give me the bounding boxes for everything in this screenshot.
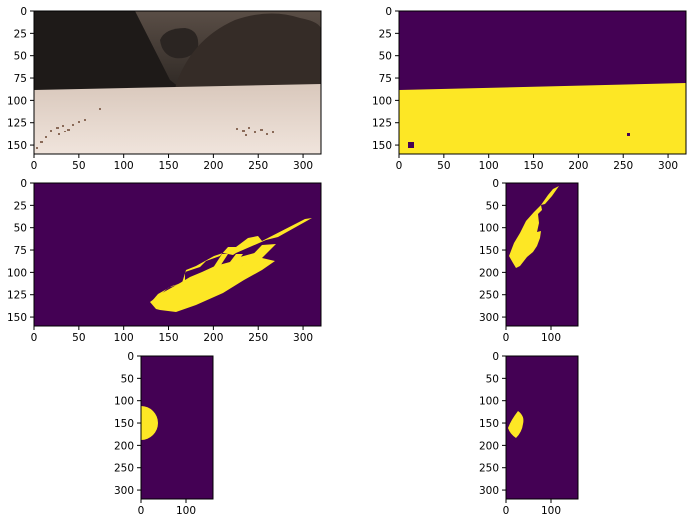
ground-speckles-left: [36, 108, 101, 149]
y-tick-label: 0: [127, 351, 134, 363]
x-tick-label: 300: [293, 332, 313, 344]
x-tick-label: 100: [541, 332, 561, 344]
x-tick-label: 300: [658, 160, 678, 172]
panel-frame: [140, 355, 214, 500]
y-tick-label: 300: [114, 485, 134, 497]
y-tick-label: 250: [479, 290, 499, 302]
panel-frame: [33, 10, 322, 155]
obstacle-blob: [408, 142, 414, 148]
y-tick-label: 200: [114, 440, 134, 452]
y-tick-label: 100: [7, 267, 27, 279]
y-tick-label: 200: [479, 440, 499, 452]
y-tick-label: 75: [379, 73, 392, 85]
warped-stripe: [211, 254, 228, 271]
ground-speckles-right: [236, 127, 274, 136]
y-tick-label: 250: [114, 463, 134, 475]
y-tick-label: 100: [479, 396, 499, 408]
y-tick-label: 200: [479, 267, 499, 279]
x-tick-label: 250: [248, 332, 268, 344]
camera-image-panel: [33, 10, 322, 155]
y-tick-label: 0: [20, 178, 27, 190]
center-boulder: [160, 28, 199, 59]
y-tick-label: 25: [14, 28, 27, 40]
x-tick-label: 300: [293, 160, 313, 172]
warped-navigable-region: [152, 218, 312, 301]
x-tick-label: 0: [31, 332, 38, 344]
x-tick-label: 200: [203, 160, 223, 172]
rover-coords-panel: [505, 182, 579, 327]
x-tick-label: 100: [114, 332, 134, 344]
y-tick-label: 100: [372, 95, 392, 107]
x-tick-label: 50: [72, 332, 85, 344]
half-disc-region: [508, 411, 524, 438]
x-tick-label: 100: [541, 505, 561, 517]
y-tick-label: 100: [479, 223, 499, 235]
y-tick-label: 75: [14, 245, 27, 257]
y-tick-label: 75: [14, 73, 27, 85]
y-tick-label: 250: [479, 463, 499, 475]
y-tick-label: 300: [479, 312, 499, 324]
x-tick-label: 0: [503, 505, 510, 517]
y-tick-label: 150: [7, 140, 27, 152]
x-tick-label: 100: [114, 160, 134, 172]
x-tick-label: 0: [31, 160, 38, 172]
panel-frame: [398, 10, 687, 155]
y-tick-label: 150: [7, 312, 27, 324]
y-tick-label: 125: [372, 118, 392, 130]
y-tick-label: 150: [114, 418, 134, 430]
y-tick-label: 50: [14, 223, 27, 235]
y-tick-label: 50: [14, 51, 27, 63]
y-tick-label: 0: [492, 178, 499, 190]
obstacle-blob: [627, 133, 630, 136]
y-tick-label: 125: [7, 118, 27, 130]
y-tick-label: 150: [479, 245, 499, 257]
y-tick-label: 300: [479, 485, 499, 497]
y-tick-label: 0: [20, 6, 27, 18]
x-tick-label: 0: [503, 332, 510, 344]
half-disc-b-panel: [505, 355, 579, 500]
warped-stripe: [224, 254, 243, 270]
half-disc-region: [141, 406, 158, 440]
panel-frame: [505, 355, 579, 500]
y-tick-label: 100: [7, 95, 27, 107]
y-tick-label: 125: [7, 290, 27, 302]
x-tick-label: 250: [613, 160, 633, 172]
y-tick-label: 25: [14, 200, 27, 212]
x-tick-label: 200: [568, 160, 588, 172]
x-tick-label: 50: [437, 160, 450, 172]
right-hill: [175, 13, 321, 89]
x-tick-label: 150: [159, 160, 179, 172]
x-tick-label: 250: [248, 160, 268, 172]
y-tick-label: 0: [492, 351, 499, 363]
warped-mask-panel: [33, 182, 322, 327]
navigable-region: [399, 83, 686, 154]
x-tick-label: 150: [159, 332, 179, 344]
panel-frame: [33, 182, 322, 327]
x-tick-label: 50: [72, 160, 85, 172]
y-tick-label: 100: [114, 396, 134, 408]
x-tick-label: 100: [176, 505, 196, 517]
y-tick-label: 150: [479, 418, 499, 430]
ground: [34, 84, 321, 154]
y-tick-label: 50: [121, 373, 134, 385]
y-tick-label: 50: [486, 373, 499, 385]
y-tick-label: 0: [385, 6, 392, 18]
y-tick-label: 50: [379, 51, 392, 63]
x-tick-label: 0: [138, 505, 145, 517]
navigable-threshold-panel: [398, 10, 687, 155]
left-rock: [34, 11, 180, 92]
panel-frame: [505, 182, 579, 327]
x-tick-label: 200: [203, 332, 223, 344]
x-tick-label: 150: [524, 160, 544, 172]
y-tick-label: 25: [379, 28, 392, 40]
rover-navigable-region: [509, 186, 559, 268]
y-tick-label: 150: [372, 140, 392, 152]
y-tick-label: 50: [486, 200, 499, 212]
half-disc-a-panel: [140, 355, 214, 500]
warped-stripe: [238, 244, 276, 270]
x-tick-label: 0: [396, 160, 403, 172]
x-tick-label: 100: [479, 160, 499, 172]
